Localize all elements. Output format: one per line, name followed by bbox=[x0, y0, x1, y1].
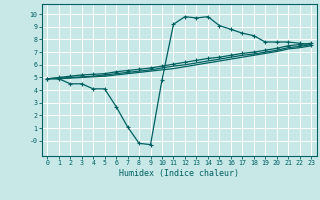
X-axis label: Humidex (Indice chaleur): Humidex (Indice chaleur) bbox=[119, 169, 239, 178]
